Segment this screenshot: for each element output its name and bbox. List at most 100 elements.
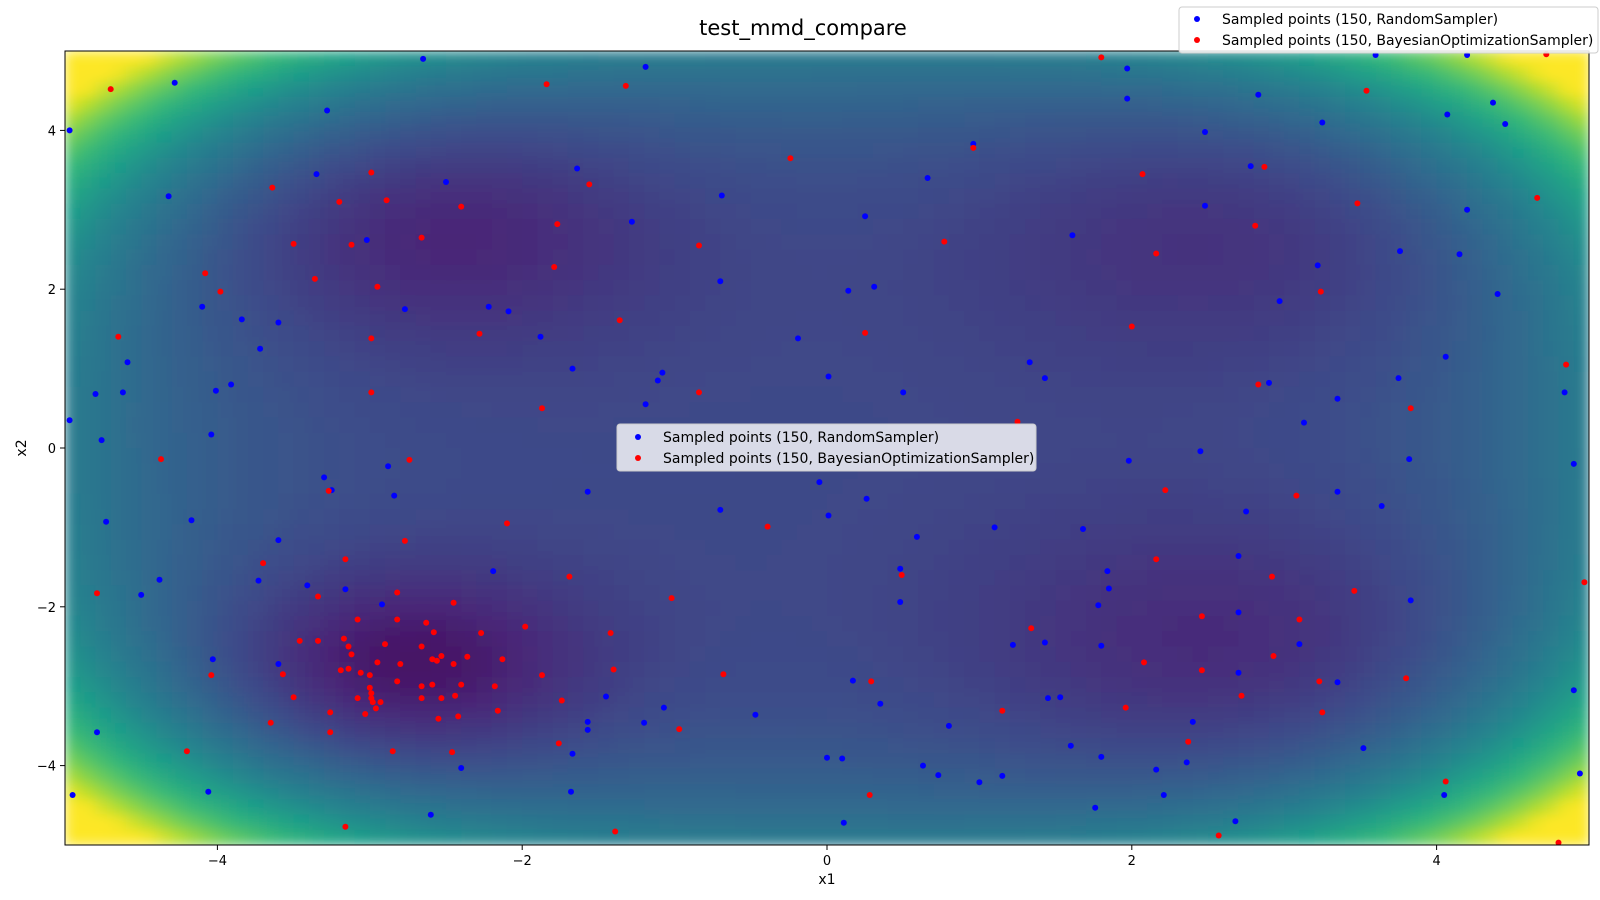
scatter-point (279, 671, 286, 678)
scatter-point (1183, 759, 1190, 766)
legend-top-right: Sampled points (150, RandomSampler) Samp… (1178, 6, 1599, 54)
scatter-point (1080, 526, 1086, 532)
scatter-point (1243, 508, 1250, 515)
scatter-point (1139, 171, 1146, 178)
scatter-point (342, 586, 349, 593)
scatter-point (816, 479, 823, 486)
scatter-point (394, 616, 401, 623)
scatter-point (1153, 766, 1160, 773)
scatter-point (999, 707, 1006, 714)
scatter-point (377, 699, 384, 706)
scatter-point (845, 287, 852, 294)
scatter-point (208, 672, 215, 679)
scatter-point (1442, 778, 1449, 785)
scatter-point (336, 198, 343, 205)
scatter-point (1028, 625, 1035, 632)
legend-label-bayesian: Sampled points (150, BayesianOptimizatio… (1222, 33, 1593, 49)
scatter-point (438, 653, 445, 659)
scatter-point (584, 726, 591, 733)
scatter-point (171, 79, 178, 86)
scatter-point (1293, 492, 1300, 499)
scatter-point (342, 823, 349, 830)
scatter-point (255, 577, 262, 584)
scatter-point (720, 671, 727, 678)
heatmap-background (65, 51, 1589, 845)
scatter-point (324, 107, 331, 114)
scatter-point (898, 572, 905, 578)
scatter-point (1269, 573, 1275, 580)
scatter-point (1098, 642, 1105, 649)
scatter-point (209, 656, 216, 663)
scatter-point (357, 669, 364, 676)
scatter-point (787, 155, 794, 162)
scatter-point (558, 697, 565, 704)
scatter-point (1238, 692, 1245, 699)
scatter-point (420, 55, 427, 62)
scatter-point (871, 283, 878, 290)
scatter-point (103, 518, 110, 525)
scatter-point (935, 772, 942, 779)
scatter-point (924, 175, 931, 181)
scatter-point (1014, 418, 1021, 425)
scatter-point (485, 303, 492, 310)
scatter-point (1561, 389, 1568, 396)
scatter-point (458, 765, 465, 771)
scatter-point (1334, 488, 1341, 495)
scatter-point (718, 192, 725, 199)
scatter-point (913, 533, 920, 540)
scatter-point (238, 316, 245, 323)
scatter-point (311, 275, 318, 282)
scatter-point (1314, 262, 1321, 269)
scatter-point (275, 537, 282, 544)
scatter-point (374, 659, 381, 666)
scatter-point (69, 792, 76, 798)
scatter-point (1067, 742, 1074, 749)
scatter-point (1351, 587, 1358, 594)
scatter-point (208, 431, 215, 438)
scatter-point (369, 699, 376, 706)
scatter-point (610, 666, 617, 673)
scatter-point (1095, 602, 1102, 609)
scatter-point (1189, 718, 1196, 725)
scatter-point (391, 492, 398, 499)
scatter-point (362, 711, 369, 717)
scatter-point (764, 523, 771, 530)
scatter-point (866, 792, 873, 798)
scatter-point (1098, 753, 1105, 760)
scatter-point (522, 623, 529, 630)
scatter-point (1456, 251, 1463, 258)
scatter-point (188, 517, 195, 524)
scatter-point (296, 637, 303, 644)
scatter-point (394, 589, 401, 596)
scatter-point (348, 651, 355, 658)
scatter-point (354, 616, 361, 623)
scatter-point (868, 678, 875, 685)
scatter-point (1045, 695, 1051, 702)
scatter-point (1494, 291, 1501, 297)
scatter-point (900, 389, 907, 396)
scatter-point (941, 238, 948, 245)
scatter-point (269, 184, 276, 191)
scatter-point (566, 573, 573, 580)
scatter-point (449, 749, 456, 756)
scatter-point (1407, 405, 1414, 412)
scatter-point (98, 437, 105, 444)
scatter-point (1397, 248, 1403, 255)
scatter-point (354, 695, 361, 702)
scatter-point (1407, 597, 1414, 604)
scatter-point (199, 303, 206, 310)
scatter-point (612, 828, 619, 835)
scatter-point (368, 169, 375, 176)
scatter-point (628, 218, 635, 225)
scatter-point (1197, 448, 1204, 455)
scatter-point (1301, 419, 1307, 426)
scatter-point (366, 684, 373, 691)
scatter-point (1296, 616, 1303, 623)
scatter-point (418, 695, 425, 702)
scatter-point (438, 695, 445, 702)
scatter-point (1198, 613, 1205, 620)
scatter-point (696, 389, 702, 396)
scatter-point (183, 748, 190, 755)
scatter-point (1215, 832, 1222, 839)
x-tick-label: 2 (1128, 854, 1136, 869)
